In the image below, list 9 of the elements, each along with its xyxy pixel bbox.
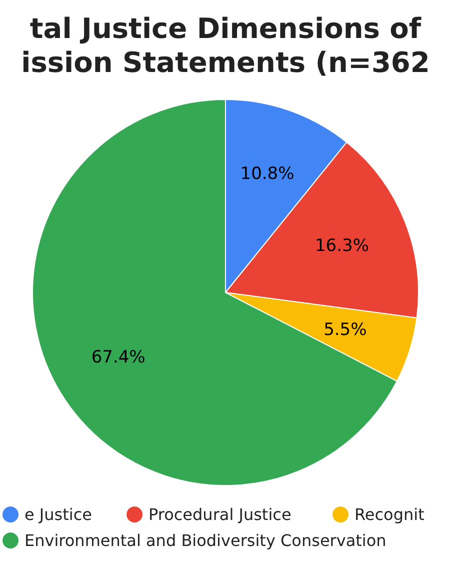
legend-label: Procedural Justice — [148, 505, 292, 524]
data-label: 16.3% — [314, 236, 370, 256]
chart-title: tal Justice Dimensions of ission Statements (n=362 — [21, 12, 430, 79]
legend-label: Environmental and Biodiversity Conservation — [24, 531, 386, 550]
data-label: 10.8% — [240, 164, 294, 184]
data-label: 5.5% — [324, 320, 367, 340]
legend-label: Recognit — [354, 505, 424, 524]
legend-label: e Justice — [24, 505, 92, 524]
data-label: 67.4% — [91, 348, 146, 368]
